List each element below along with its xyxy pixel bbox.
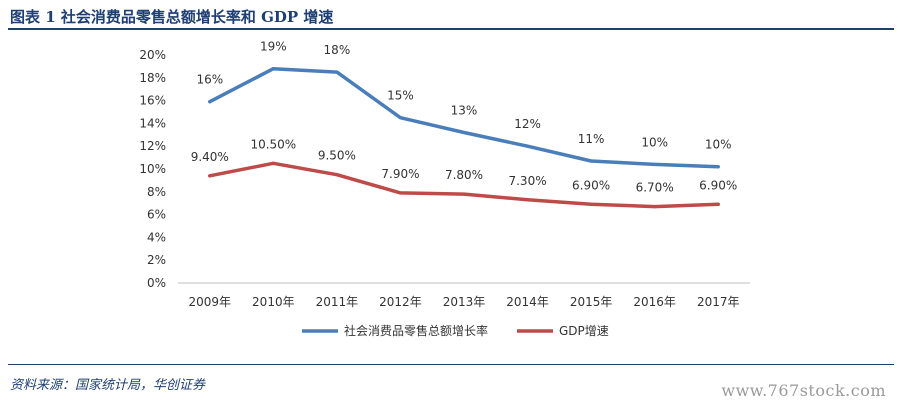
data-label: 6.90% [699,178,737,192]
y-tick-label: 4% [147,230,166,244]
data-point [335,70,339,74]
data-label: 9.40% [191,150,229,164]
data-label: 12% [514,117,541,131]
data-point [589,159,593,163]
x-tick-label: 2014年 [506,295,549,309]
x-tick-label: 2013年 [443,295,486,309]
data-point [589,202,593,206]
y-tick-label: 10% [139,162,166,176]
y-tick-label: 8% [147,185,166,199]
y-tick-label: 14% [139,116,166,130]
data-label: 6.90% [572,178,610,192]
data-label: 7.90% [381,167,419,181]
legend-label: 社会消费品零售总额增长率 [344,323,488,338]
source-note: 资料来源：国家统计局，华创证券 [10,378,206,393]
data-point [208,100,212,104]
data-label: 11% [578,132,605,146]
data-label: 7.80% [445,168,483,182]
data-label: 10% [641,135,668,149]
y-tick-label: 0% [147,276,166,290]
data-point [462,192,466,196]
data-label: 10% [705,138,732,152]
x-tick-label: 2017年 [697,295,740,309]
data-label: 15% [387,89,414,103]
data-point [462,131,466,135]
data-point [271,161,275,165]
y-tick-label: 2% [147,253,166,267]
data-label: 10.50% [250,137,296,151]
data-label: 9.50% [318,149,356,163]
x-tick-label: 2012年 [379,295,422,309]
watermark: www.767stock.com [721,381,886,400]
data-point [716,202,720,206]
y-tick-label: 12% [139,139,166,153]
data-point [653,162,657,166]
y-tick-label: 20% [139,48,166,62]
x-tick-label: 2016年 [633,295,676,309]
figure-title: 图表 1 社会消费品零售总额增长率和 GDP 增速 [10,8,334,26]
data-label: 13% [451,104,478,118]
series-line-1 [208,66,720,169]
data-point [526,198,530,202]
data-label: 18% [324,43,351,57]
y-tick-label: 16% [139,94,166,108]
data-point [716,165,720,169]
data-label: 19% [260,40,287,54]
data-point [208,174,212,178]
data-point [335,173,339,177]
x-tick-label: 2011年 [316,295,359,309]
data-point [526,144,530,148]
x-tick-label: 2009年 [189,295,232,309]
data-point [271,67,275,71]
title-bar: 图表 1 社会消费品零售总额增长率和 GDP 增速 [8,4,894,30]
source-divider [8,364,894,365]
data-label: 7.30% [508,174,546,188]
y-tick-label: 18% [139,71,166,85]
data-label: 6.70% [636,181,674,195]
legend-label: GDP增速 [559,324,609,338]
data-point [653,205,657,209]
y-tick-label: 6% [147,208,166,222]
x-tick-label: 2015年 [570,295,613,309]
x-tick-label: 2010年 [252,295,295,309]
data-label: 16% [196,73,223,87]
data-point [398,191,402,195]
data-point [398,116,402,120]
